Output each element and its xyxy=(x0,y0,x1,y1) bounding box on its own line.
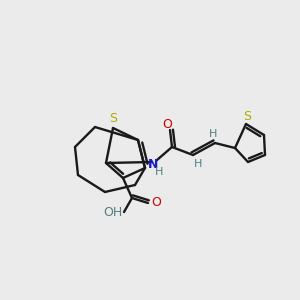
Text: OH: OH xyxy=(103,206,122,220)
Text: H: H xyxy=(194,159,202,169)
Text: S: S xyxy=(243,110,251,122)
Text: S: S xyxy=(109,112,117,125)
Text: N: N xyxy=(148,158,158,172)
Text: O: O xyxy=(162,118,172,131)
Text: H: H xyxy=(209,129,217,139)
Text: H: H xyxy=(155,167,163,177)
Text: O: O xyxy=(151,196,161,209)
